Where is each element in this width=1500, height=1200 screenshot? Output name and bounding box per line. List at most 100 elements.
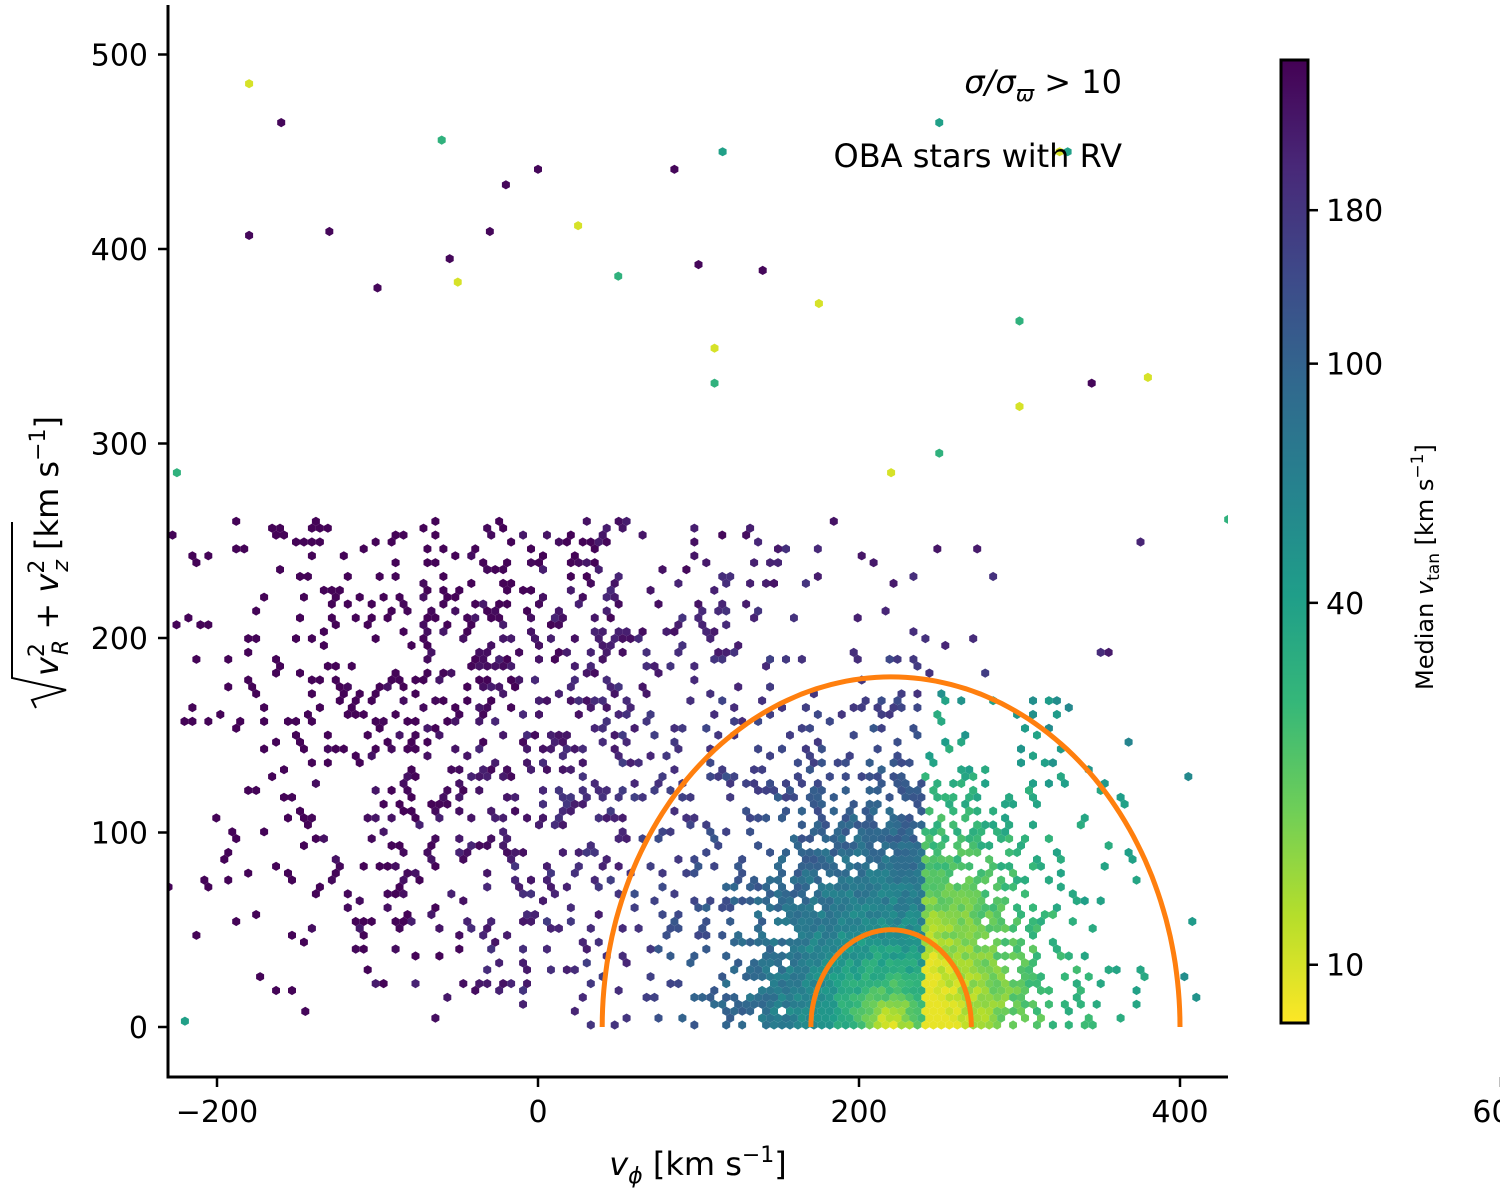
hexbin-cell: [710, 654, 719, 664]
hexbin-cell: [1021, 999, 1029, 1009]
hexbin-cell: [949, 916, 958, 927]
hexbin-cell: [813, 778, 822, 789]
hexbin-cell: [913, 923, 922, 933]
svg-text:v2R + v2z [km s−1]: v2R + v2z [km s−1]: [25, 416, 74, 676]
hexbin-cell: [865, 813, 874, 823]
hexbin-cell: [606, 613, 615, 623]
hexbin-cell: [718, 765, 727, 775]
hexbin-cell: [658, 772, 667, 782]
hexbin-cell: [511, 847, 520, 858]
hexbin-cell: [503, 847, 512, 858]
hexbin-cell: [435, 923, 444, 933]
hexbin-cell: [527, 558, 535, 568]
hexbin-cell: [574, 599, 583, 609]
hexbin-cell: [901, 889, 910, 899]
hexbin-cell: [949, 889, 958, 899]
hexbin-cell: [1060, 972, 1069, 982]
hexbin-cell: [618, 730, 627, 740]
hexbin-cell: [901, 792, 910, 802]
hexbin-cell: [379, 979, 388, 989]
hexbin-cell: [821, 847, 830, 858]
hexbin-cell: [630, 903, 639, 913]
hexbin-cell: [570, 868, 579, 878]
hexbin-cell: [1080, 1020, 1089, 1030]
hexbin-cell: [889, 854, 898, 864]
hexbin-cell: [793, 951, 802, 961]
hexbin-cell: [833, 827, 842, 837]
hexbin-cell: [403, 910, 412, 920]
hexbin-cell: [865, 979, 874, 989]
hexbin-cell: [515, 882, 524, 892]
hexbin-cell: [224, 847, 233, 858]
hexbin-cell: [614, 792, 623, 802]
hexbin-cell: [614, 682, 623, 692]
hexbin-cell: [778, 937, 786, 947]
hexbin-cell: [786, 896, 794, 906]
hexbin-cell: [937, 689, 946, 699]
hexbin-cell: [797, 1013, 806, 1023]
hexbin-cell: [702, 847, 711, 858]
hexbin-cell: [224, 875, 233, 885]
hexbin-cell: [1104, 647, 1113, 657]
hexbin-cell: [917, 985, 926, 996]
hexbin-cell: [825, 1020, 834, 1030]
hexbin-cell: [921, 882, 930, 892]
hexbin-cell: [853, 985, 862, 996]
hexbin-cell: [877, 958, 886, 968]
hexbin-cell: [861, 889, 870, 899]
hexbin-cell: [881, 992, 890, 1002]
hexbin-cell: [523, 965, 531, 975]
hexbin-cell: [284, 716, 292, 726]
hexbin-cell: [722, 578, 731, 588]
hexbin-cell: [503, 654, 512, 664]
hexbin-cell: [391, 916, 400, 927]
hexbin-cell: [841, 772, 850, 782]
hexbin-cell: [391, 861, 400, 871]
hexbin-cell: [981, 999, 990, 1009]
hexbin-outlier: [1337, 752, 1345, 761]
hexbin-cell: [602, 854, 611, 864]
hexbin-cell: [1013, 944, 1021, 954]
hexbin-cell: [921, 634, 930, 644]
hexbin-cell: [678, 723, 687, 733]
hexbin-cell: [566, 530, 575, 540]
hexbin-cell: [865, 896, 874, 906]
hexbin-cell: [873, 910, 882, 920]
hexbin-cell: [754, 896, 763, 906]
hexbin-cell: [371, 744, 380, 754]
hexbin-cell: [961, 882, 970, 892]
hexbin-cell: [566, 765, 575, 775]
hexbin-cell: [869, 972, 878, 982]
hexbin-cell: [754, 841, 763, 851]
hexbin-cell: [395, 923, 404, 933]
hexbin-cell: [232, 916, 241, 927]
hexbin-outlier: [180, 1016, 189, 1026]
hexbin-cell: [455, 930, 464, 940]
hexbin-cell: [833, 979, 842, 989]
hexbin-cell: [666, 951, 675, 961]
hexbin-cell: [750, 875, 759, 885]
hexbin-cell: [965, 916, 974, 927]
hexbin-cell: [857, 965, 866, 975]
colorbar-tick-label: 180: [1326, 194, 1383, 229]
hexbin-cell: [762, 937, 770, 947]
hexbin-cell: [487, 696, 496, 706]
hexbin-cell: [323, 758, 332, 768]
hexbin-cell: [793, 772, 802, 782]
hexbin-cell: [837, 834, 846, 844]
hexbin-cell: [558, 751, 567, 761]
hexbin-cell: [363, 965, 372, 975]
hexbin-cell: [849, 799, 858, 809]
hexbin-cell: [985, 1006, 994, 1016]
hexbin-cell: [606, 875, 615, 885]
hexbin-cell: [893, 847, 902, 858]
hexbin-cell: [845, 958, 854, 968]
hexbin-cell: [762, 813, 770, 823]
hexbin-cell: [367, 751, 376, 761]
hexbin-cell: [157, 689, 165, 698]
hexbin-cell: [586, 661, 595, 671]
hexbin-cell: [957, 903, 966, 913]
hexbin-cell: [973, 985, 982, 996]
hexbin-cell: [539, 551, 547, 561]
